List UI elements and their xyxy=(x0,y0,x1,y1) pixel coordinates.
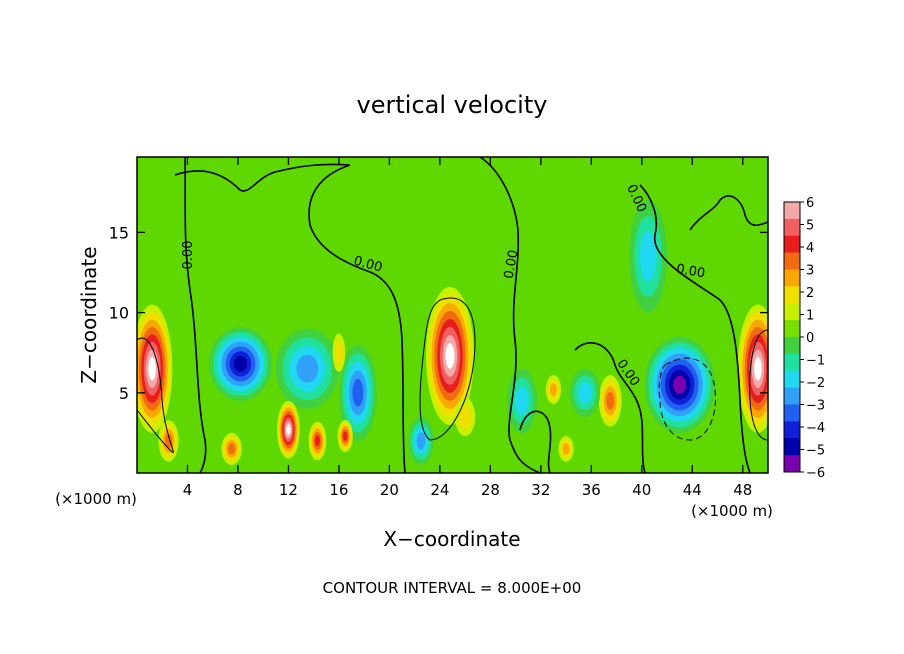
x-tick-label: 8 xyxy=(233,481,243,499)
field-level xyxy=(550,383,557,397)
field-level xyxy=(458,405,472,429)
field-level xyxy=(606,391,615,410)
colorbar-label: −6 xyxy=(806,466,825,481)
colorbar-swatch xyxy=(784,438,800,456)
x-tick-label: 44 xyxy=(683,481,702,499)
contour-label: 0.00 xyxy=(352,254,384,276)
positive-contour xyxy=(749,329,768,441)
contour-label: 0.00 xyxy=(181,241,196,270)
x-tick-label: 36 xyxy=(582,481,601,499)
x-axis-label: X−coordinate xyxy=(383,527,520,551)
contour-label: 0.00 xyxy=(675,262,706,282)
colorbar: 6 5 4 3 2 1 0 −1 −2 −3 −4 −5 −6 xyxy=(783,196,825,481)
colorbar-swatch xyxy=(784,286,800,304)
x-tick-label: 24 xyxy=(430,481,449,499)
field-level xyxy=(416,432,426,450)
x-tick-label: 32 xyxy=(531,481,550,499)
colorbar-label: 1 xyxy=(806,309,814,324)
x-tick-label: 48 xyxy=(733,481,752,499)
x-tick-label: 20 xyxy=(380,481,399,499)
field-level xyxy=(314,435,320,447)
x-tick-label: 40 xyxy=(632,481,651,499)
footer-note: CONTOUR INTERVAL = 8.000E+00 xyxy=(323,579,582,597)
colorbar-swatch xyxy=(784,202,800,220)
zero-contour xyxy=(639,184,751,473)
colorbar-label: 2 xyxy=(806,286,814,301)
colorbar-swatch xyxy=(784,421,800,439)
colorbar-label: 3 xyxy=(806,264,814,279)
x-tick-label: 16 xyxy=(329,481,348,499)
x-tick-label: 4 xyxy=(183,481,193,499)
y-axis: 5 10 15 xyxy=(109,223,768,403)
colorbar-label: −1 xyxy=(806,354,825,369)
field-features xyxy=(137,200,768,465)
colorbar-swatch xyxy=(784,303,800,321)
y-tick-label: 15 xyxy=(109,223,129,242)
colorbar-swatch xyxy=(784,404,800,422)
x-tick-label: 28 xyxy=(481,481,500,499)
field-level xyxy=(445,343,455,369)
field-level xyxy=(673,375,687,394)
field-level xyxy=(754,356,762,381)
colorbar-label: −3 xyxy=(806,399,825,414)
colorbar-swatch xyxy=(784,455,800,473)
colorbar-swatch xyxy=(784,387,800,405)
field-level xyxy=(296,354,319,383)
x-axis: 4 8 12 16 20 24 28 32 36 40 44 48 xyxy=(183,157,752,499)
colorbar-swatch xyxy=(784,353,800,372)
field-level xyxy=(562,443,570,455)
chart-title: vertical velocity xyxy=(357,91,548,119)
positive-contour xyxy=(137,337,174,453)
colorbar-label: −5 xyxy=(806,444,825,459)
zero-contours xyxy=(174,157,768,473)
field-level xyxy=(286,424,291,436)
y-tick-label: 5 xyxy=(119,384,129,403)
contour-label: 0.00 xyxy=(502,249,522,280)
zero-contour xyxy=(308,164,406,473)
zero-contour xyxy=(184,157,207,473)
colorbar-swatch xyxy=(784,337,800,355)
colorbar-swatch xyxy=(784,218,800,237)
plot-area: 0.00 0.00 0.000.000.000.00 xyxy=(137,157,768,473)
colorbar-label: −4 xyxy=(806,421,825,436)
colorbar-label: 0 xyxy=(806,331,814,346)
field-level xyxy=(515,386,529,416)
zero-contour xyxy=(519,410,552,473)
zero-contour xyxy=(479,157,541,473)
zero-contour xyxy=(574,341,646,473)
field-level xyxy=(578,382,592,404)
x-unit-right: (×1000 m) xyxy=(691,502,773,520)
colorbar-swatch xyxy=(784,269,800,287)
field-level xyxy=(639,231,657,282)
field-level xyxy=(343,431,348,441)
field-level xyxy=(233,356,248,372)
inner-contours xyxy=(137,297,768,453)
colorbar-label: 6 xyxy=(806,196,814,211)
field-level xyxy=(165,433,173,449)
zero-contour xyxy=(174,163,351,192)
x-tick-label: 12 xyxy=(279,481,298,499)
field-level xyxy=(228,443,236,455)
colorbar-swatch xyxy=(784,370,800,389)
plot-frame xyxy=(136,156,769,474)
field-level xyxy=(148,356,156,381)
y-axis-label: Z−coordinate xyxy=(77,246,101,383)
colorbar-swatch xyxy=(784,320,800,338)
field-level xyxy=(335,340,343,365)
colorbar-label: 4 xyxy=(806,241,814,256)
positive-contour xyxy=(419,297,476,441)
zero-contour xyxy=(689,195,768,231)
x-unit-left: (×1000 m) xyxy=(55,490,137,508)
colorbar-swatch xyxy=(784,252,800,270)
colorbar-swatch xyxy=(784,235,800,254)
colorbar-label: 5 xyxy=(806,219,814,234)
y-tick-label: 10 xyxy=(109,304,129,323)
colorbar-label: −2 xyxy=(806,376,825,391)
negative-contour xyxy=(658,357,716,441)
field-level xyxy=(352,379,364,407)
